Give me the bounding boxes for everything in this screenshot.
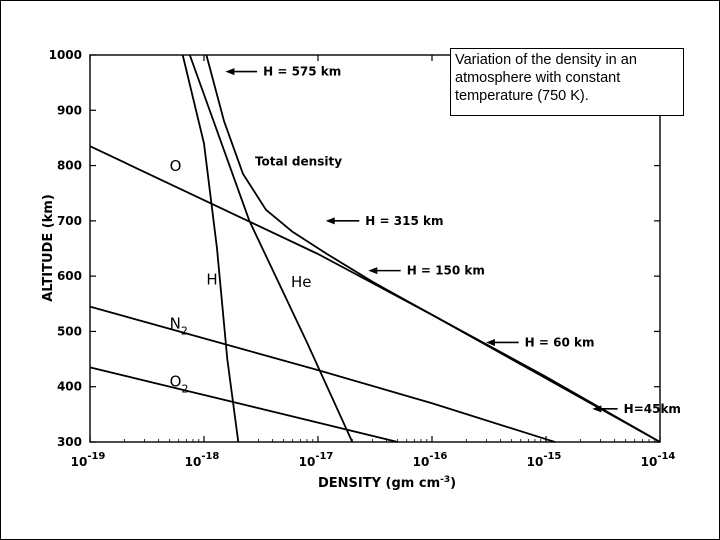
plot-frame — [89, 54, 661, 443]
y-tick-label: 300 — [57, 435, 82, 449]
x-tick-exp: -15 — [543, 451, 561, 462]
annotation-label: H = 575 km — [263, 65, 341, 79]
series-label: H — [206, 270, 217, 288]
y-tick-label: 700 — [57, 214, 82, 228]
x-tick-label: 10-19 — [71, 451, 106, 469]
series-label: N2 — [170, 315, 188, 338]
annotation-label: H = 150 km — [407, 264, 485, 278]
x-tick-label: 10-16 — [413, 451, 448, 469]
series-label-subscript: 2 — [181, 383, 188, 396]
series-label-text: O — [170, 373, 182, 391]
x-tick-exp: -17 — [315, 451, 333, 462]
annotation-arrow-head — [485, 338, 495, 346]
series-label: Total density — [255, 155, 342, 169]
y-tick-label: 900 — [57, 103, 82, 117]
series-label-text: He — [291, 273, 312, 291]
y-tick-label: 1000 — [49, 48, 82, 62]
series-label-subscript: 2 — [181, 325, 188, 338]
x-tick-exp: -16 — [429, 451, 447, 462]
x-tick-base: 10 — [299, 455, 316, 469]
y-tick-label: 400 — [57, 380, 82, 394]
caption-box: Variation of the density in an atmospher… — [450, 48, 684, 116]
series-line-h — [181, 54, 240, 443]
x-tick-base: 10 — [71, 455, 88, 469]
x-tick-label: 10-14 — [641, 451, 676, 469]
series-lines — [89, 54, 661, 443]
x-tick-base: 10 — [527, 455, 544, 469]
annotations: H = 575 km H = 315 km H = 150 km H = 60 km H… — [225, 65, 681, 416]
annotation-arrow-head — [225, 68, 235, 76]
series-label: O — [170, 157, 182, 175]
y-tick-label: 800 — [57, 159, 82, 173]
series-line-n2 — [89, 305, 556, 443]
x-tick-label: 10-18 — [185, 451, 220, 469]
x-axis-title-exp: -3 — [440, 475, 450, 485]
y-tick-label: 600 — [57, 269, 82, 283]
x-tick-exp: -19 — [87, 451, 105, 462]
series-line-o2 — [89, 366, 398, 443]
series-label-text: H — [206, 270, 217, 288]
x-tick-exp: -18 — [201, 451, 219, 462]
x-axis-title: DENSITY (gm cm-3) — [318, 475, 456, 491]
annotation-arrow-head — [592, 405, 602, 413]
annotation-label: H=45km — [624, 402, 681, 416]
x-tick-exp: -14 — [657, 451, 675, 462]
x-tick-base: 10 — [413, 455, 430, 469]
x-tick-label: 10-15 — [527, 451, 562, 469]
series-label: O2 — [170, 373, 189, 396]
x-axis-title-main: DENSITY (gm cm — [318, 476, 440, 491]
annotation-label: H = 60 km — [525, 335, 595, 349]
annotation-label: H = 315 km — [365, 214, 443, 228]
x-axis-title-close: ) — [450, 476, 456, 491]
series-line-total-density — [205, 54, 661, 443]
x-tick-label: 10-17 — [299, 451, 334, 469]
x-tick-base: 10 — [641, 455, 658, 469]
annotation-arrow-head — [368, 267, 378, 275]
x-tick-base: 10 — [185, 455, 202, 469]
series-label-text: N — [170, 315, 181, 333]
y-tick-label: 500 — [57, 324, 82, 338]
series-line-o — [89, 145, 661, 443]
series-label-text: Total density — [255, 155, 342, 169]
annotation-arrow-head — [325, 217, 335, 225]
y-axis-title: ALTITUDE (km) — [41, 194, 56, 302]
series-label-text: O — [170, 157, 182, 175]
plot-area-border — [89, 54, 661, 443]
series-line-he — [188, 54, 354, 443]
series-label: He — [291, 273, 312, 291]
